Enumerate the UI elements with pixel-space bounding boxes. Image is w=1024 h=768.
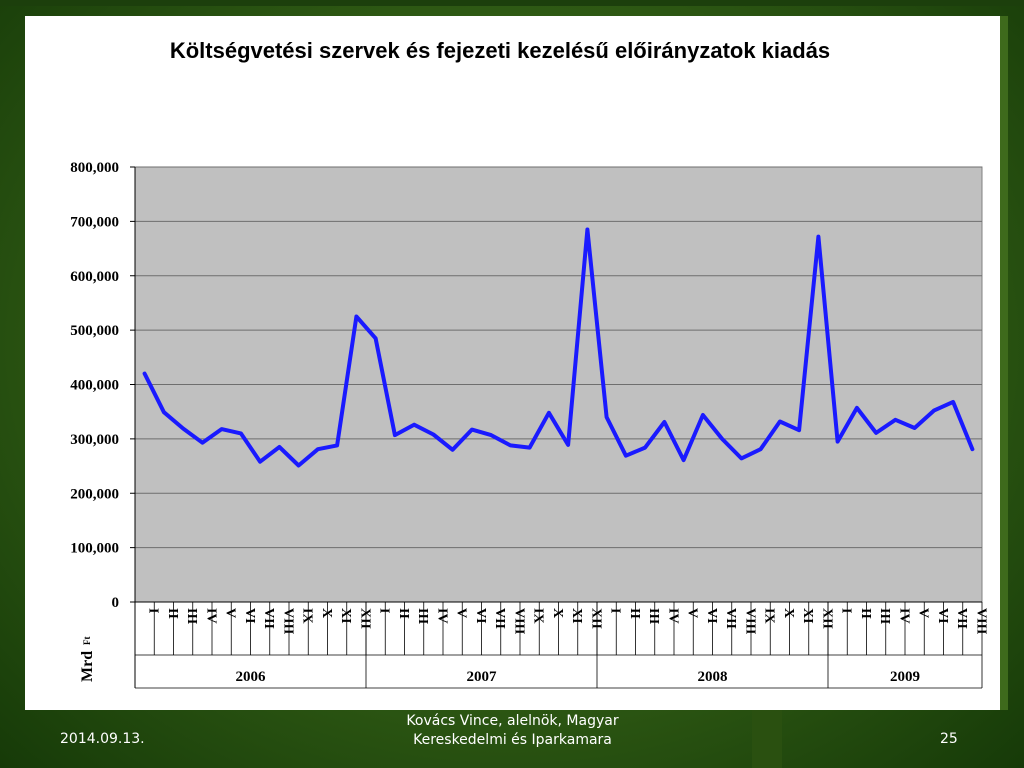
x-tick-label: IX: [531, 608, 546, 624]
x-tick-label: VI: [242, 608, 257, 624]
x-tick-label: IV: [434, 608, 449, 624]
x-tick-label: III: [184, 608, 199, 624]
x-tick-label: VI: [935, 608, 950, 624]
decorative-stripe: [752, 710, 782, 768]
y-tick-label: 100,000: [70, 541, 119, 557]
y-tick-label: 600,000: [70, 269, 119, 285]
footer-date: 2014.09.13.: [60, 731, 145, 747]
year-label: 2006: [236, 669, 267, 685]
x-tick-label: XI: [338, 608, 353, 624]
x-tick-label: III: [877, 608, 892, 624]
x-tick-label: VII: [492, 608, 507, 629]
x-tick-label: VII: [954, 608, 969, 629]
x-tick-label: IV: [896, 608, 911, 624]
y-tick-label: 500,000: [70, 323, 119, 339]
x-tick-label: V: [685, 608, 700, 618]
x-tick-label: XII: [588, 608, 603, 629]
x-tick-label: III: [415, 608, 430, 624]
y-tick-label: 400,000: [70, 378, 119, 394]
year-label: 2008: [698, 669, 728, 685]
x-tick-label: VIII: [973, 608, 988, 634]
year-label: 2007: [467, 669, 498, 685]
x-tick-label: X: [319, 608, 334, 618]
x-tick-label: VI: [704, 608, 719, 624]
x-tick-label: X: [781, 608, 796, 618]
x-tick-label: XI: [569, 608, 584, 624]
x-tick-label: XI: [800, 608, 815, 624]
x-tick-label: III: [646, 608, 661, 624]
y-tick-label: 200,000: [70, 486, 119, 502]
x-tick-label: XII: [357, 608, 372, 629]
x-tick-label: VI: [473, 608, 488, 624]
x-tick-label: IX: [300, 608, 315, 624]
x-tick-label: VIII: [511, 608, 526, 634]
slide-top-bar: [0, 0, 1024, 6]
y-axis-label: Mrd: [79, 651, 96, 682]
x-tick-label: I: [377, 608, 392, 613]
y-tick-label: 700,000: [70, 214, 119, 230]
x-tick-label: II: [396, 608, 411, 619]
series-line: [142, 227, 975, 468]
x-tick-label: I: [146, 608, 161, 613]
y-tick-label: 0: [112, 595, 120, 611]
x-tick-label: X: [550, 608, 565, 618]
x-tick-label: VII: [261, 608, 276, 629]
x-tick-label: I: [839, 608, 854, 613]
chart-title: Költségvetési szervek és fejezeti kezelé…: [169, 38, 831, 63]
x-tick-label: XII: [819, 608, 834, 629]
y-tick-label: 300,000: [70, 432, 119, 448]
x-tick-label: II: [627, 608, 642, 619]
x-tick-label: VII: [723, 608, 738, 629]
x-tick-label: IV: [665, 608, 680, 624]
x-tick-label: IV: [203, 608, 218, 624]
x-tick-label: I: [608, 608, 623, 613]
page-number: 25: [940, 731, 958, 747]
x-tick-label: IX: [762, 608, 777, 624]
decorative-stripe: [1000, 16, 1008, 710]
x-tick-label: VIII: [280, 608, 295, 634]
x-tick-label: V: [454, 608, 469, 618]
footer-author: Kovács Vince, alelnök, Magyar Kereskedel…: [406, 713, 619, 748]
x-tick-label: II: [165, 608, 180, 619]
x-tick-label: V: [223, 608, 238, 618]
x-tick-label: II: [858, 608, 873, 619]
x-tick-label: V: [916, 608, 931, 618]
x-tick-label: VIII: [742, 608, 757, 634]
y-axis-unit-label: Ft: [82, 637, 92, 646]
y-tick-label: 800,000: [70, 160, 119, 176]
year-label: 2009: [890, 669, 920, 685]
